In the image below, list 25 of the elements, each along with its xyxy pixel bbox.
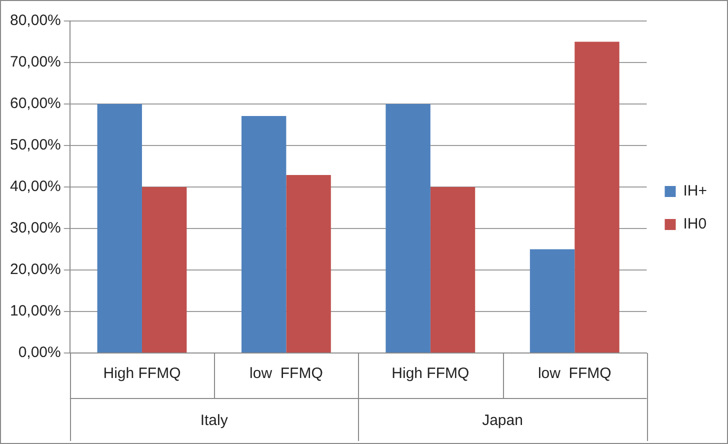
legend-label: IH+ (683, 182, 708, 200)
bar (286, 174, 331, 352)
bar (241, 116, 286, 352)
bar (386, 104, 430, 352)
text: Italy (200, 412, 228, 430)
y-tick-label: 30,00% (10, 220, 61, 237)
legend-label: IH0 (683, 216, 707, 233)
y-tick-label: 40,00% (10, 178, 61, 196)
y-tick-label: 70,00% (10, 54, 61, 71)
x-tick-label: High FFMQ (103, 365, 181, 382)
y-tick-label: 10,00% (10, 302, 61, 320)
bar (430, 187, 476, 352)
x-tick-label: low FFMQ (538, 365, 612, 382)
bar (574, 42, 620, 352)
y-tick-label: 80,00% (10, 12, 61, 30)
bar (142, 187, 187, 352)
text: Japan (482, 412, 523, 430)
x-tick-label: High FFMQ (392, 365, 470, 382)
y-tick-label: 50,00% (10, 136, 61, 154)
y-tick-label: 0,00% (18, 344, 61, 362)
y-tick-label: 60,00% (10, 95, 61, 112)
y-tick-label: 20,00% (10, 261, 61, 278)
bar (97, 104, 142, 352)
x-tick-label: low FFMQ (250, 365, 323, 382)
bar (530, 249, 575, 352)
